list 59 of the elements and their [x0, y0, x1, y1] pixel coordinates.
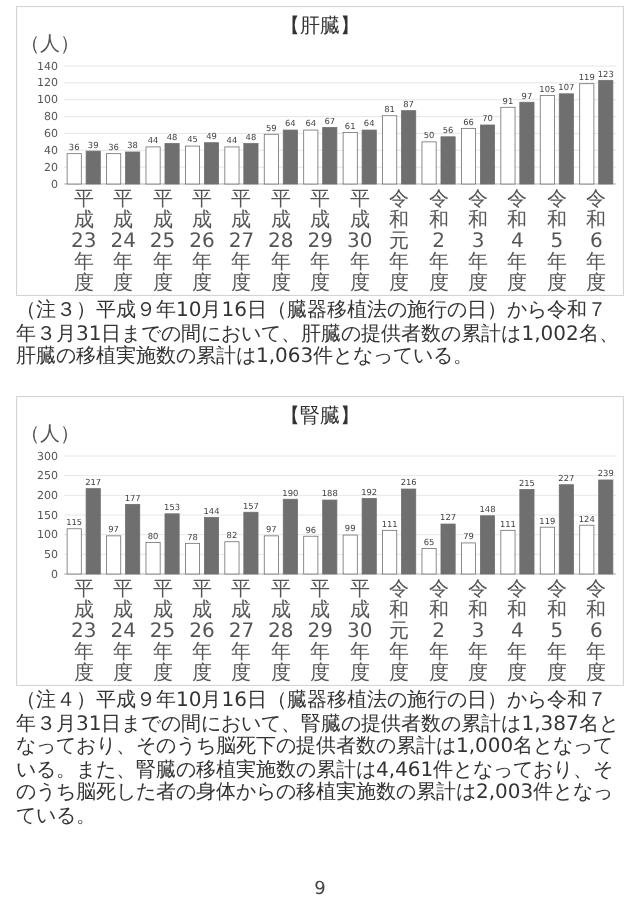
x-tick-label: 令和元年度 — [389, 577, 410, 685]
y-axis-title: （人） — [20, 424, 80, 446]
x-tick-label: 令和2年度 — [428, 187, 449, 295]
x-tick-label: 令和6年度 — [586, 577, 607, 685]
x-tick-label: 令和4年度 — [507, 187, 528, 295]
x-tick-label: 平成28年度 — [268, 579, 294, 685]
bar — [263, 133, 279, 185]
x-tick-label: 平成23年度 — [70, 189, 97, 295]
x-tick-label: 平成24年度 — [110, 189, 136, 295]
x-tick-label: 平成27年度 — [228, 579, 255, 685]
bar — [185, 542, 200, 575]
x-tick-label: 平成30年度 — [346, 189, 373, 295]
x-tick-label: 平成23年度 — [70, 579, 97, 685]
x-tick-label: 平成29年度 — [307, 189, 334, 295]
bar — [204, 142, 219, 185]
bar — [125, 503, 141, 575]
bar — [204, 516, 219, 575]
bar — [401, 110, 417, 185]
bar — [539, 526, 555, 575]
text: （注４）平成９年10月16日（臓器移植法の施行の日）から令和７年３月31日までの間において、腎臓の提供者数の累計は1,387名となっており、そのうち脳死下の提供者数の累計は1,000名となっている。また、腎臓の移植実施数の累計は4,461件となっており、そのうち脳死した者の身体からの移植実施数の累計は2,003件となっている。 — [16, 690, 621, 828]
bar — [480, 124, 495, 185]
bar — [382, 115, 398, 185]
bar — [263, 535, 279, 575]
x-tick-label: 平成29年度 — [307, 579, 334, 685]
bar — [461, 542, 476, 575]
bar — [185, 145, 200, 185]
chart-title: 【肝臓】 — [280, 14, 360, 38]
x-tick-label: 令和2年度 — [428, 577, 449, 685]
chart-title: 【腎臓】 — [280, 404, 360, 428]
x-tick-label: 令和5年度 — [546, 187, 567, 295]
x-tick-label: 平成26年度 — [189, 189, 215, 295]
x-tick-label: 平成25年度 — [149, 189, 176, 295]
x-tick-label: 令和4年度 — [507, 577, 528, 685]
bar — [480, 515, 495, 575]
x-tick-label: 平成24年度 — [110, 579, 136, 685]
x-tick-label: 令和5年度 — [546, 577, 567, 685]
x-tick-label: 平成27年度 — [228, 189, 255, 295]
text: （注３）平成９年10月16日（臓器移植法の施行の日）から令和７年３月31日までの間において、肝臓の提供者数の累計は1,002名、肝臓の移植実施数の累計は1,063件となっている。 — [16, 300, 621, 369]
bar — [558, 93, 574, 185]
x-tick-label: 令和3年度 — [468, 577, 488, 685]
bar — [382, 529, 398, 575]
bar — [106, 153, 122, 185]
x-tick-label: 令和6年度 — [586, 187, 607, 295]
x-tick-label: 平成28年度 — [268, 189, 294, 295]
y-axis-title: （人） — [20, 34, 80, 56]
bar — [125, 151, 141, 185]
x-tick-label: 令和元年度 — [389, 187, 410, 295]
x-tick-label: 平成26年度 — [189, 579, 215, 685]
bar — [461, 127, 476, 185]
x-tick-label: 令和3年度 — [468, 187, 488, 295]
bar — [282, 129, 298, 185]
x-tick-label: 平成30年度 — [346, 579, 373, 685]
bar — [539, 95, 555, 185]
bar — [282, 498, 298, 575]
bar — [401, 488, 417, 575]
bar — [558, 484, 574, 575]
bar — [106, 535, 122, 575]
text: 9 — [312, 880, 328, 900]
x-tick-label: 平成25年度 — [149, 579, 176, 685]
